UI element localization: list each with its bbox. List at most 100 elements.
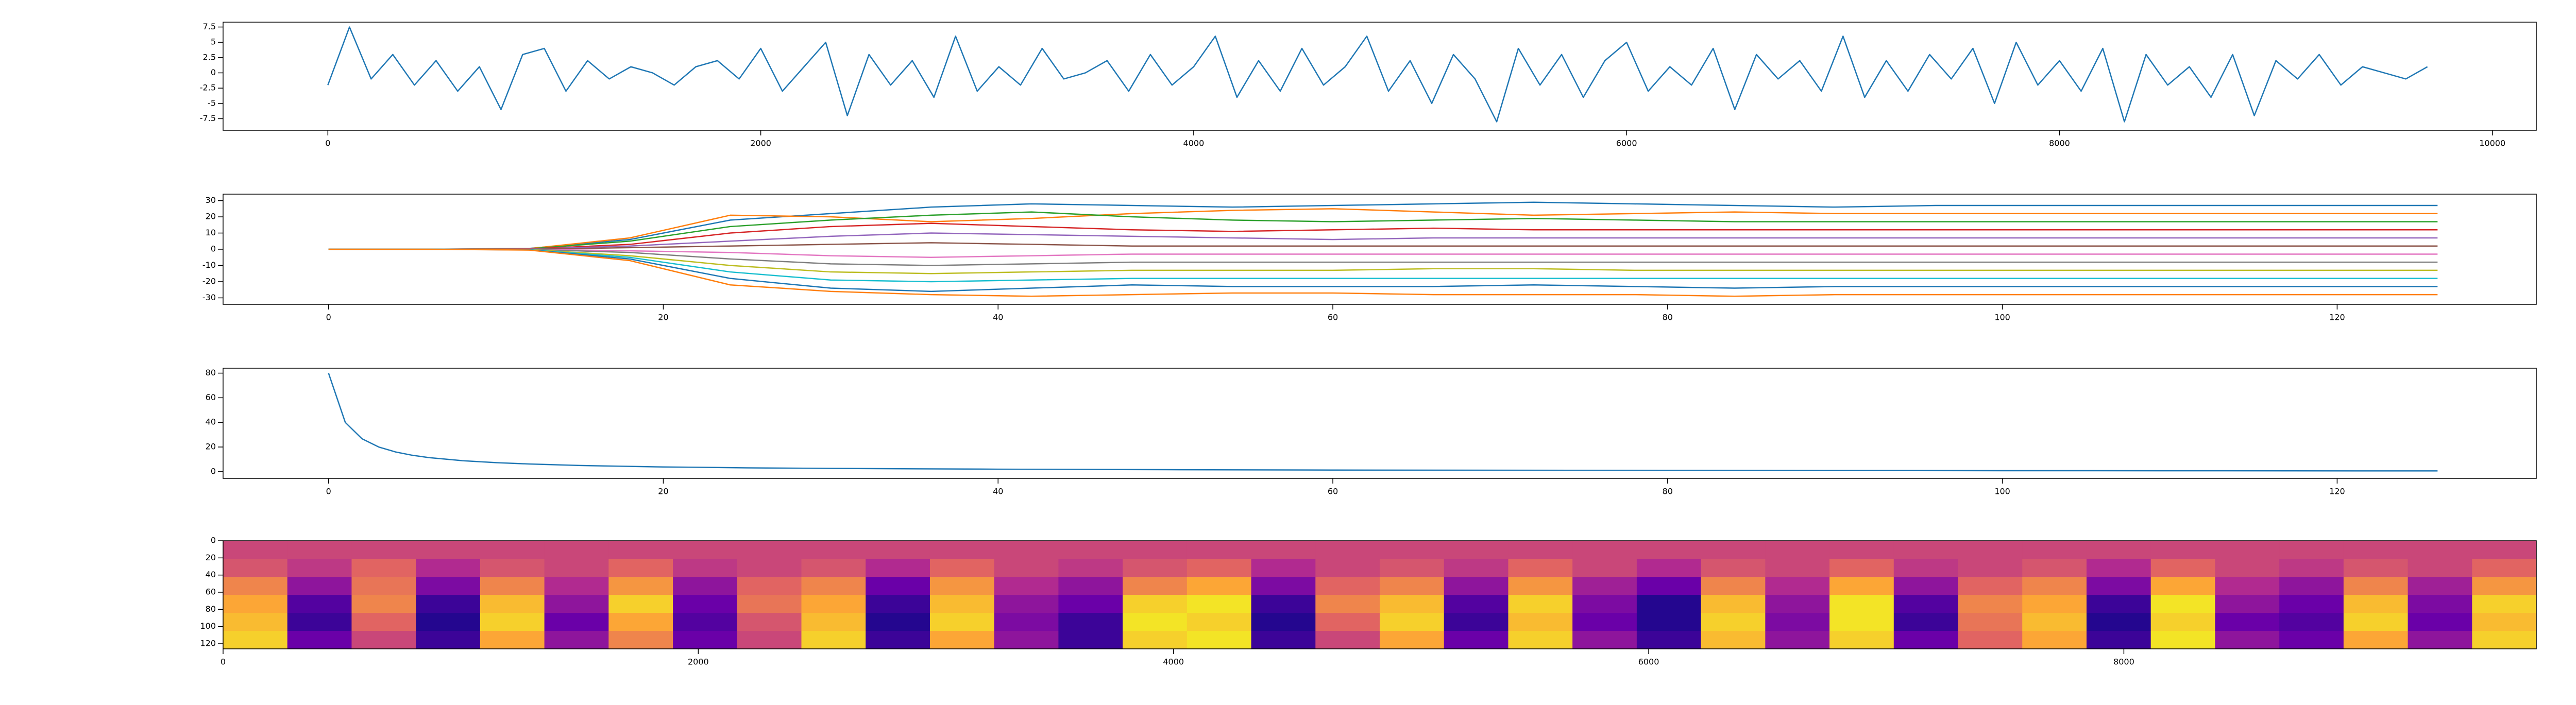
- heatmap-cell: [1893, 595, 1959, 613]
- x-tick-label: 10000: [2479, 139, 2505, 148]
- heatmap-cell: [1572, 541, 1637, 559]
- heatmap-cell: [2215, 541, 2280, 559]
- y-tick-label: -30: [202, 293, 216, 302]
- heatmap-cell: [351, 541, 416, 559]
- heatmap-cell: [2472, 577, 2536, 595]
- heatmap-cell: [1187, 541, 1252, 559]
- heatmap-cell: [1572, 595, 1637, 613]
- heatmap-cell: [416, 541, 481, 559]
- heatmap-cell: [673, 559, 738, 577]
- heatmap-cell: [1187, 613, 1252, 631]
- heatmap-cell: [1058, 541, 1123, 559]
- heatmap-cell: [929, 613, 995, 631]
- series-line: [328, 248, 2438, 293]
- heatmap-cell: [1508, 613, 1573, 631]
- heatmap-cell: [1572, 631, 1637, 649]
- x-tick-label: 120: [2329, 487, 2345, 496]
- heatmap-cell: [2086, 595, 2151, 613]
- heatmap-cell: [2150, 595, 2215, 613]
- heatmap-cell: [801, 559, 866, 577]
- heatmap-cell: [2343, 595, 2409, 613]
- heatmap-cell: [1123, 631, 1188, 649]
- y-tick-label: 2.5: [203, 52, 216, 62]
- x-tick-label: 0: [326, 313, 331, 322]
- series-line: [328, 248, 2438, 266]
- heatmap-cell: [2215, 595, 2280, 613]
- heatmap-cell: [737, 631, 802, 649]
- y-tick-label: 7.5: [203, 22, 216, 31]
- heatmap-cell: [2150, 559, 2215, 577]
- heatmap-cell: [608, 577, 673, 595]
- y-tick-label: 10: [206, 228, 216, 237]
- heatmap-cell: [1636, 577, 1702, 595]
- x-tick-label: 80: [1663, 313, 1673, 322]
- heatmap-cell: [1701, 577, 1766, 595]
- heatmap-cell: [1701, 559, 1766, 577]
- heatmap-cell: [1765, 631, 1830, 649]
- x-tick-label: 6000: [1638, 657, 1659, 667]
- heatmap-cell: [1123, 577, 1188, 595]
- y-tick-label: 80: [206, 368, 216, 377]
- heatmap-cell: [2215, 613, 2280, 631]
- x-tick-label: 4000: [1183, 139, 1205, 148]
- heatmap-cell: [929, 577, 995, 595]
- heatmap-cell: [994, 541, 1059, 559]
- heatmap-cell: [2279, 613, 2344, 631]
- heatmap-cell: [866, 631, 930, 649]
- heatmap-cell: [2279, 577, 2344, 595]
- heatmap-cell: [1251, 577, 1316, 595]
- heatmap-cell: [480, 559, 545, 577]
- heatmap-cell: [1508, 559, 1573, 577]
- heatmap-cell: [480, 613, 545, 631]
- heatmap-cell: [287, 631, 352, 649]
- heatmap-cell: [1508, 631, 1573, 649]
- heatmap-cell: [929, 559, 995, 577]
- heatmap-cell: [1187, 631, 1252, 649]
- heatmap-cell: [929, 541, 995, 559]
- heatmap-cell: [1572, 577, 1637, 595]
- heatmap-cell: [2022, 595, 2087, 613]
- heatmap-cell: [2279, 559, 2344, 577]
- y-tick-label: -10: [202, 260, 216, 270]
- heatmap-cell: [866, 613, 930, 631]
- heatmap-cell: [1893, 559, 1959, 577]
- heatmap-cell: [608, 559, 673, 577]
- x-tick-label: 40: [993, 487, 1003, 496]
- series-line: [328, 248, 2438, 274]
- heatmap-cell: [2086, 631, 2151, 649]
- heatmap-cell: [1315, 541, 1380, 559]
- series-line: [328, 208, 2438, 250]
- heatmap-cell: [608, 631, 673, 649]
- heatmap-cell: [2472, 631, 2536, 649]
- heatmap-cell: [866, 595, 930, 613]
- heatmap-cell: [287, 613, 352, 631]
- heatmap-cell: [2343, 613, 2409, 631]
- heatmap-cell: [673, 613, 738, 631]
- heatmap-cell: [480, 541, 545, 559]
- heatmap-cell: [1444, 541, 1509, 559]
- heatmap-cell: [1380, 541, 1445, 559]
- x-tick-label: 100: [1994, 313, 2010, 322]
- heatmap-cell: [351, 631, 416, 649]
- heatmap-cell: [2408, 595, 2472, 613]
- heatmap-cell: [1123, 541, 1188, 559]
- heatmap-cell: [223, 577, 288, 595]
- y-tick-label: 80: [206, 604, 216, 614]
- heatmap-cell: [416, 613, 481, 631]
- heatmap-cell: [223, 613, 288, 631]
- heatmap-cell: [1893, 541, 1959, 559]
- heatmap-cell: [223, 595, 288, 613]
- x-tick-label: 80: [1663, 487, 1673, 496]
- heatmap-cell: [2022, 559, 2087, 577]
- series-line: [328, 211, 2438, 250]
- heatmap-cell: [1765, 577, 1830, 595]
- heatmap-cell: [544, 595, 609, 613]
- y-tick-label: -20: [202, 276, 216, 286]
- heatmap-cell: [2150, 613, 2215, 631]
- x-tick-label: 0: [221, 657, 226, 667]
- heatmap-cell: [1958, 541, 2023, 559]
- y-tick-label: 60: [206, 392, 216, 402]
- heatmap-cell: [1572, 559, 1637, 577]
- heatmap-cell: [2343, 631, 2409, 649]
- heatmap-cell: [2279, 631, 2344, 649]
